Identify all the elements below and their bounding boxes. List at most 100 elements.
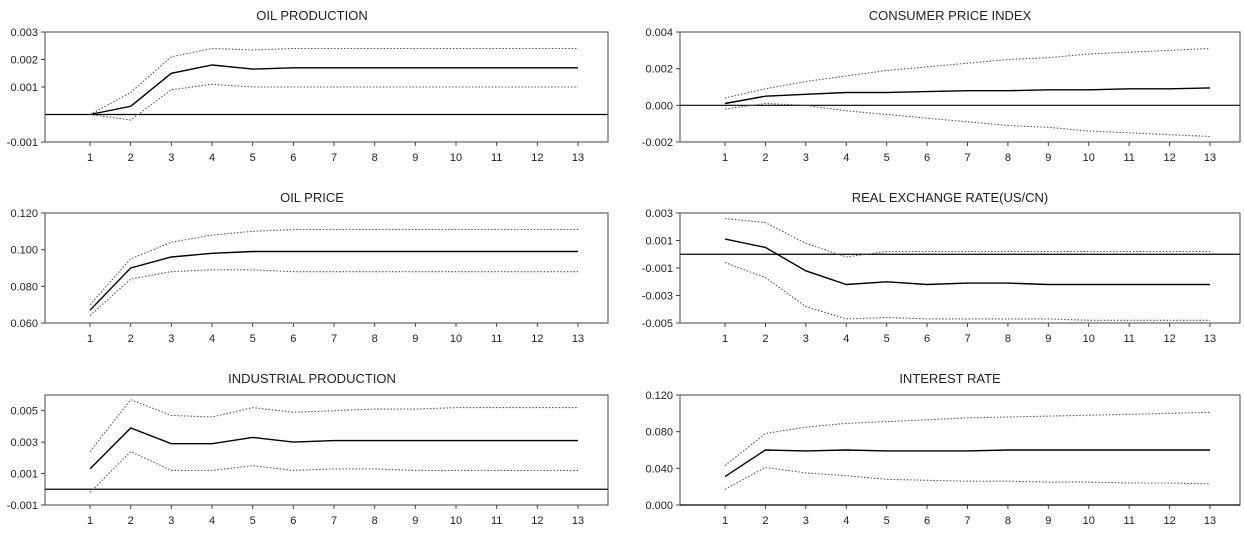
- consumer-price-index-x-tick-label: 4: [843, 152, 849, 164]
- oil-price-y-tick-label: 0.120: [10, 208, 38, 220]
- oil-production-response-line: [89, 64, 578, 116]
- oil-production-x-tick-label: 10: [450, 152, 462, 164]
- interest-rate-x-tick-label: 8: [1005, 515, 1011, 527]
- oil-price-x-tick-label: 3: [168, 333, 174, 345]
- industrial-production-x-tick-label: 5: [250, 515, 256, 527]
- industrial-production-x-tick-label: 3: [168, 515, 174, 527]
- industrial-production-upper-line: [89, 399, 578, 452]
- consumer-price-index-x-tick-label: 6: [924, 152, 930, 164]
- consumer-price-index-x-tick-label: 12: [1163, 152, 1175, 164]
- oil-production-y-tick-label: 0.002: [10, 55, 38, 67]
- oil-price-x-tick-label: 6: [290, 333, 296, 345]
- interest-rate-x-tick-label: 3: [803, 515, 809, 527]
- consumer-price-index-response-line: [724, 87, 1211, 105]
- industrial-production-x-tick-label: 1: [87, 515, 93, 527]
- industrial-production-x-tick-label: 11: [491, 515, 502, 527]
- industrial-production-lower-line: [89, 450, 578, 493]
- oil-production-x-tick-label: 2: [128, 152, 134, 164]
- consumer-price-index-x-tick-label: 11: [1123, 152, 1134, 164]
- oil-production-x-tick-label: 7: [331, 152, 337, 164]
- consumer-price-index-x-tick-label: 2: [762, 152, 768, 164]
- consumer-price-index-x-tick-label: 8: [1005, 152, 1011, 164]
- industrial-production-plot-frame: [44, 394, 609, 506]
- interest-rate-y-tick-label: 0.080: [645, 427, 673, 439]
- oil-production-title: OIL PRODUCTION: [256, 8, 367, 23]
- oil-price-x-tick-label: 11: [491, 333, 502, 345]
- panel-industrial-production: INDUSTRIAL PRODUCTION 0.005 0.003 0.001 -0.0…: [7, 371, 609, 527]
- consumer-price-index-y-tick-label: -0.002: [642, 137, 673, 149]
- industrial-production-x-tick-label: 9: [412, 515, 418, 527]
- real-exchange-rate-plot-frame: [679, 212, 1241, 324]
- real-exchange-rate-x-tick-label: 9: [1045, 333, 1051, 345]
- oil-production-x-tick-label: 11: [491, 152, 502, 164]
- oil-price-plot-frame: [44, 212, 609, 324]
- oil-production-x-tick-label: 12: [531, 152, 543, 164]
- industrial-production-x-tick-label: 2: [128, 515, 134, 527]
- real-exchange-rate-y-tick-label: 0.001: [645, 236, 673, 248]
- oil-price-x-tick-label: 12: [531, 333, 543, 345]
- interest-rate-x-tick-label: 2: [762, 515, 768, 527]
- oil-production-x-tick-label: 1: [87, 152, 93, 164]
- industrial-production-y-tick-label: 0.001: [10, 469, 38, 481]
- real-exchange-rate-x-tick-label: 7: [964, 333, 970, 345]
- real-exchange-rate-x-tick-label: 8: [1005, 333, 1011, 345]
- industrial-production-response-line: [89, 427, 578, 470]
- real-exchange-rate-x-tick-label: 4: [843, 333, 849, 345]
- interest-rate-x-tick-label: 10: [1083, 515, 1095, 527]
- industrial-production-title: INDUSTRIAL PRODUCTION: [228, 371, 396, 386]
- consumer-price-index-x-tick-label: 9: [1045, 152, 1051, 164]
- oil-production-x-tick-label: 13: [572, 152, 584, 164]
- consumer-price-index-x-tick-label: 1: [722, 152, 728, 164]
- real-exchange-rate-y-tick-label: -0.003: [642, 291, 673, 303]
- industrial-production-x-tick-label: 8: [372, 515, 378, 527]
- interest-rate-lower-line: [724, 466, 1211, 490]
- interest-rate-y-tick-label: 0.120: [645, 390, 673, 402]
- interest-rate-x-tick-label: 5: [884, 515, 890, 527]
- consumer-price-index-x-tick-label: 10: [1083, 152, 1095, 164]
- consumer-price-index-x-tick-label: 3: [803, 152, 809, 164]
- oil-price-response-line: [89, 250, 578, 311]
- real-exchange-rate-y-tick-label: 0.003: [645, 208, 673, 220]
- oil-price-x-tick-label: 10: [450, 333, 462, 345]
- oil-production-x-tick-label: 6: [290, 152, 296, 164]
- oil-price-x-tick-label: 5: [250, 333, 256, 345]
- oil-price-x-tick-label: 8: [372, 333, 378, 345]
- consumer-price-index-x-tick-label: 13: [1204, 152, 1216, 164]
- consumer-price-index-plot-frame: [679, 31, 1241, 143]
- oil-price-x-tick-label: 13: [572, 333, 584, 345]
- industrial-production-x-tick-label: 13: [572, 515, 584, 527]
- real-exchange-rate-x-tick-label: 5: [884, 333, 890, 345]
- interest-rate-title: INTEREST RATE: [899, 371, 1001, 386]
- interest-rate-response-line: [724, 449, 1210, 478]
- consumer-price-index-y-tick-label: 0.002: [645, 64, 673, 76]
- industrial-production-x-tick-label: 6: [290, 515, 296, 527]
- oil-price-lower-line: [89, 269, 578, 317]
- interest-rate-x-tick-label: 9: [1045, 515, 1051, 527]
- oil-price-x-tick-label: 9: [412, 333, 418, 345]
- oil-production-x-tick-label: 9: [412, 152, 418, 164]
- consumer-price-index-lower-line: [724, 102, 1211, 138]
- consumer-price-index-y-tick-label: 0.000: [645, 100, 673, 112]
- real-exchange-rate-y-tick-label: -0.005: [642, 318, 673, 330]
- industrial-production-x-tick-label: 12: [531, 515, 543, 527]
- oil-price-upper-line: [89, 228, 578, 306]
- interest-rate-x-tick-label: 1: [722, 515, 728, 527]
- real-exchange-rate-x-tick-label: 11: [1123, 333, 1134, 345]
- interest-rate-x-tick-label: 4: [843, 515, 849, 527]
- oil-production-x-tick-label: 3: [168, 152, 174, 164]
- oil-production-upper-line: [89, 47, 578, 115]
- oil-price-y-tick-label: 0.080: [10, 281, 38, 293]
- oil-price-title: OIL PRICE: [280, 190, 344, 205]
- consumer-price-index-title: CONSUMER PRICE INDEX: [869, 8, 1032, 23]
- industrial-production-x-tick-label: 10: [450, 515, 462, 527]
- oil-production-y-tick-label: 0.001: [10, 82, 38, 94]
- real-exchange-rate-response-line: [724, 238, 1210, 286]
- oil-price-x-tick-label: 4: [209, 333, 215, 345]
- real-exchange-rate-x-tick-label: 3: [803, 333, 809, 345]
- industrial-production-y-tick-label: 0.003: [10, 437, 38, 449]
- interest-rate-x-tick-label: 11: [1123, 515, 1134, 527]
- consumer-price-index-y-tick-label: 0.004: [645, 27, 673, 39]
